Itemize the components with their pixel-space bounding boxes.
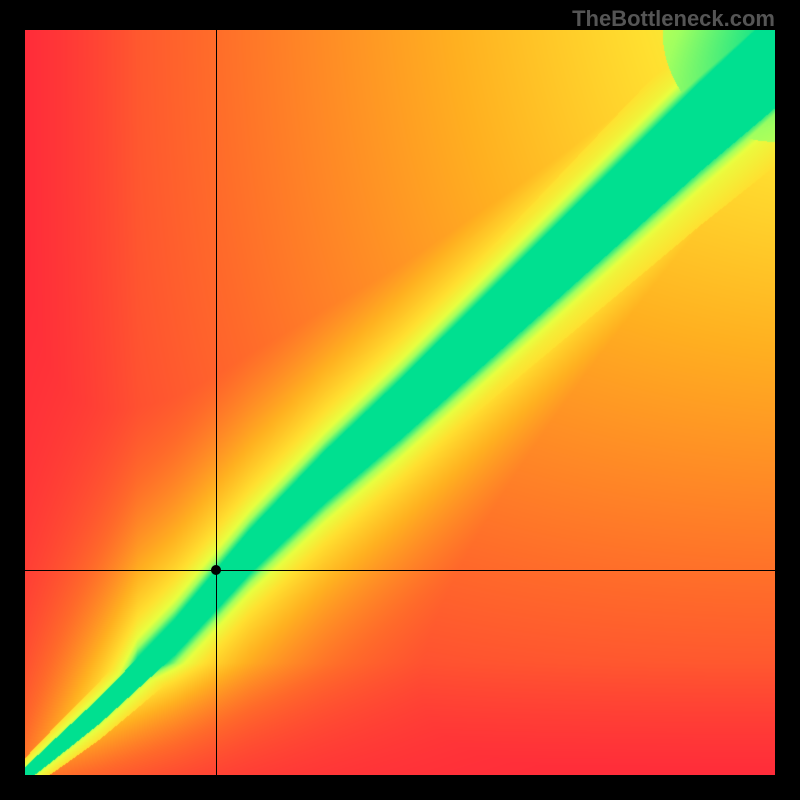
crosshair-marker [211, 565, 221, 575]
crosshair-vertical [216, 30, 217, 775]
watermark-text: TheBottleneck.com [572, 6, 775, 32]
crosshair-horizontal [25, 570, 775, 571]
bottleneck-heatmap [25, 30, 775, 775]
chart-container: TheBottleneck.com [0, 0, 800, 800]
